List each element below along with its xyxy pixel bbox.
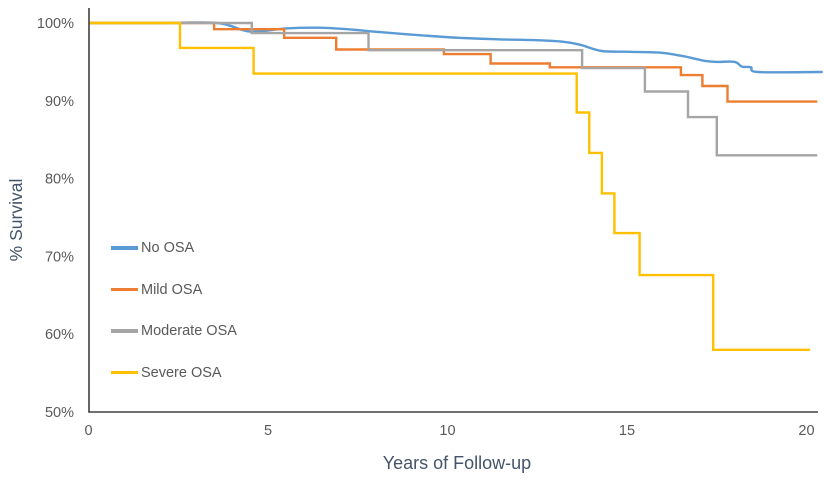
y-axis-tick-labels: 100% 90% 80% 70% 60% 50% [37,16,74,421]
series-line-mild-osa [88,21,818,103]
y-axis-tick-label: 60% [45,327,74,343]
x-axis-tick-label: 20 [798,423,814,439]
x-axis-tick-label: 10 [439,423,455,439]
legend-item-moderate-osa: Moderate OSA [111,323,237,339]
legend-item-no-osa: No OSA [111,240,194,256]
legend-item-severe-osa: Severe OSA [111,365,222,381]
y-axis-tick-label: 80% [45,172,74,188]
legend-label-moderate-osa: Moderate OSA [141,323,237,339]
legend-label-severe-osa: Severe OSA [141,364,222,381]
legend-label-mild-osa: Mild OSA [141,281,203,298]
legend-swatch-severe-osa [111,370,138,375]
legend-item-mild-osa: Mild OSA [111,282,202,298]
x-axis-tick-label: 0 [84,423,92,439]
series-line-no-osa [88,21,823,74]
y-axis-title: % Survival [6,179,26,262]
plot-series [88,21,823,351]
series-line-severe-osa [88,21,811,351]
x-axis-tick-label: 15 [619,423,635,439]
series-line-moderate-osa [88,21,818,157]
legend-label-no-osa: No OSA [141,240,195,256]
y-axis-tick-label: 100% [37,16,74,32]
y-axis-tick-label: 50% [45,405,74,421]
x-axis-tick-label: 5 [264,423,272,439]
x-axis-title: Years of Follow-up [383,453,531,473]
legend-swatch-moderate-osa [111,329,138,333]
legend-swatch-no-osa [111,246,138,250]
legend-swatch-mild-osa [111,287,138,292]
y-axis-tick-label: 90% [45,94,74,110]
y-axis-tick-label: 70% [45,249,74,265]
x-axis-tick-labels: 0 5 10 15 20 [84,423,814,439]
